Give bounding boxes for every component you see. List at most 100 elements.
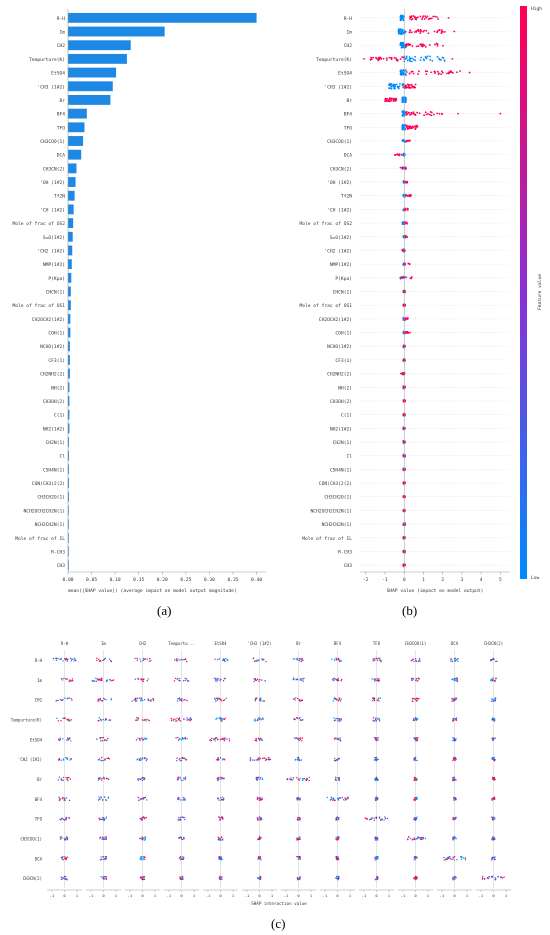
shap-point-low — [401, 84, 404, 87]
interaction-point — [374, 798, 376, 800]
interaction-point — [106, 757, 108, 760]
x-tick-label: -2 — [363, 577, 369, 583]
interaction-point — [375, 739, 378, 742]
shap-point-high — [412, 15, 415, 17]
x-tick-label: 0.05 — [86, 577, 97, 583]
shap-point-high — [378, 56, 380, 59]
interaction-point — [181, 739, 183, 741]
interaction-point — [253, 680, 255, 683]
interaction-point — [293, 658, 296, 660]
shap-point-high — [402, 482, 405, 485]
interaction-point — [451, 660, 454, 663]
interaction-point — [181, 757, 183, 759]
interaction-point — [181, 876, 184, 878]
feature-label: Mole of frac of OS2 — [299, 221, 352, 227]
interaction-point — [107, 757, 110, 759]
feature-label: R-H — [57, 16, 66, 22]
feature-label: Tf2N — [54, 194, 65, 200]
interaction-point — [55, 700, 57, 702]
interaction-point — [99, 778, 101, 780]
interaction-point — [457, 660, 459, 662]
interaction-point — [337, 738, 340, 741]
feature-label: CH3COO(1) — [40, 139, 65, 145]
interaction-point — [258, 837, 261, 839]
interaction-point — [415, 718, 418, 721]
interaction-point — [99, 678, 102, 680]
bar — [68, 409, 70, 420]
shap-point-low — [402, 113, 404, 116]
interaction-point — [66, 658, 69, 661]
interaction-point — [413, 737, 415, 739]
shap-point-high — [408, 72, 411, 75]
bar — [68, 437, 69, 447]
feature-label: C(1) — [341, 413, 352, 419]
interaction-point — [66, 758, 69, 761]
interaction-point — [102, 818, 104, 820]
interaction-point — [224, 738, 226, 740]
feature-label: TFO — [57, 125, 66, 131]
interaction-point — [451, 858, 453, 861]
interaction-point — [416, 816, 418, 818]
interaction-point — [140, 819, 143, 821]
bar — [68, 272, 72, 283]
interaction-point — [101, 677, 103, 680]
interaction-point — [258, 718, 260, 721]
interaction-point — [103, 817, 105, 819]
interaction-point — [333, 677, 335, 680]
feature-label: CH3 — [344, 563, 353, 569]
interaction-point — [452, 700, 455, 702]
bar — [68, 382, 70, 393]
interaction-point — [375, 796, 377, 799]
interaction-point — [181, 857, 183, 860]
shap-point-high — [404, 263, 407, 266]
interaction-point — [66, 837, 69, 840]
interaction-point — [411, 679, 413, 682]
interaction-point — [104, 838, 106, 841]
interaction-point — [176, 717, 178, 720]
interaction-point — [140, 679, 143, 681]
shap-point-high — [441, 71, 444, 74]
interaction-point — [267, 756, 270, 759]
interaction-point — [141, 719, 144, 721]
interaction-point — [143, 737, 145, 739]
interaction-point — [143, 758, 145, 760]
x-tick-label: 1 — [505, 893, 508, 898]
interaction-point — [100, 700, 103, 702]
interaction-point — [298, 717, 301, 720]
x-tick-label: -1 — [479, 893, 484, 898]
shap-point-high — [394, 154, 397, 156]
x-tick-label: 0 — [297, 893, 300, 898]
shap-point-low — [424, 56, 427, 58]
interaction-point — [297, 817, 299, 819]
interaction-point — [180, 658, 182, 661]
interaction-point — [61, 797, 64, 800]
shap-point-outlier — [447, 16, 450, 19]
interaction-point — [455, 677, 458, 679]
interaction-point — [52, 657, 55, 660]
interaction-point — [415, 797, 418, 799]
interaction-point — [335, 839, 337, 841]
shap-point-high — [405, 113, 408, 116]
interaction-point — [492, 737, 494, 739]
interaction-point — [105, 856, 107, 858]
interaction-point — [182, 738, 184, 740]
interaction-point — [335, 777, 337, 779]
interaction-point — [215, 697, 218, 700]
shap-point-low — [390, 83, 392, 86]
interaction-point — [263, 757, 265, 759]
bar — [68, 122, 85, 133]
interaction-point — [219, 817, 221, 819]
interaction-point — [181, 700, 183, 702]
x-tick-label: -1 — [401, 893, 406, 898]
shap-point-high — [413, 113, 416, 116]
interaction-point — [375, 799, 377, 802]
interaction-point — [99, 697, 102, 700]
interaction-point — [98, 758, 100, 761]
shap-point-high — [426, 15, 429, 18]
interaction-point — [290, 779, 292, 781]
interaction-point — [142, 739, 145, 741]
colorbar-high-label: High — [531, 6, 542, 12]
interaction-point — [415, 759, 417, 761]
